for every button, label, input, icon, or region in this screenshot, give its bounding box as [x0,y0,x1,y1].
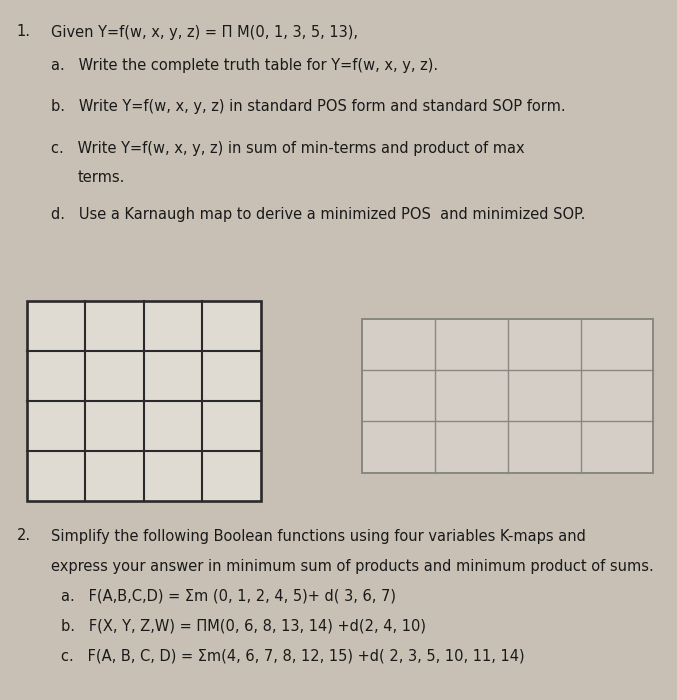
Text: Simplify the following Boolean functions using four variables K-maps and: Simplify the following Boolean functions… [51,528,586,543]
Text: c.   F(A, B, C, D) = Σm(4, 6, 7, 8, 12, 15) +d( 2, 3, 5, 10, 11, 14): c. F(A, B, C, D) = Σm(4, 6, 7, 8, 12, 15… [61,649,525,664]
Text: 1.: 1. [17,25,31,39]
Text: express your answer in minimum sum of products and minimum product of sums.: express your answer in minimum sum of pr… [51,559,653,573]
Text: c.   Write Y=f(w, x, y, z) in sum of min‐terms and product of max: c. Write Y=f(w, x, y, z) in sum of min‐t… [51,141,525,155]
Text: Given Y=f(w, x, y, z) = Π M(0, 1, 3, 5, 13),: Given Y=f(w, x, y, z) = Π M(0, 1, 3, 5, … [51,25,357,39]
Bar [27,301,261,500]
Text: terms.: terms. [78,170,125,185]
Text: 2.: 2. [17,528,31,543]
Bar [362,318,653,472]
Text: d.   Use a Karnaugh map to derive a minimized POS  and minimized SOP.: d. Use a Karnaugh map to derive a minimi… [51,206,585,221]
Text: b.   Write Y=f(w, x, y, z) in standard POS form and standard SOP form.: b. Write Y=f(w, x, y, z) in standard POS… [51,99,565,113]
Text: b.   F(X, Y, Z,W) = ΠM(0, 6, 8, 13, 14) +d(2, 4, 10): b. F(X, Y, Z,W) = ΠM(0, 6, 8, 13, 14) +d… [61,619,426,634]
Bar [362,318,653,472]
Text: a.   Write the complete truth table for Y=f(w, x, y, z).: a. Write the complete truth table for Y=… [51,58,438,73]
Bar [27,301,261,500]
Text: a.   F(A,B,C,D) = Σm (0, 1, 2, 4, 5)+ d( 3, 6, 7): a. F(A,B,C,D) = Σm (0, 1, 2, 4, 5)+ d( 3… [61,589,396,603]
